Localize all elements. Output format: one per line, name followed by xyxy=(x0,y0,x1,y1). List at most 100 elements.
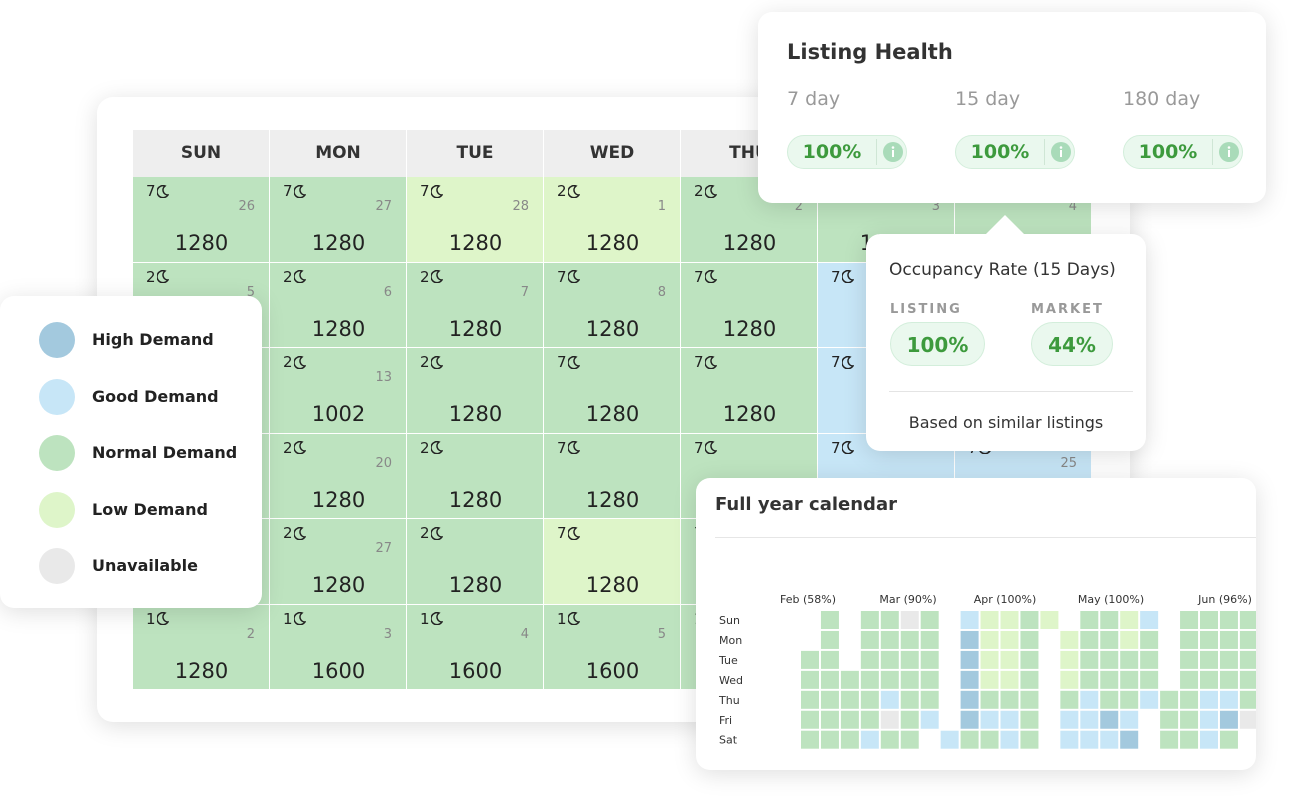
nights-count: 2 xyxy=(420,353,430,371)
nights-count: 2 xyxy=(420,438,430,457)
heatmap-cell xyxy=(1140,670,1159,689)
heatmap-cell xyxy=(940,730,959,749)
heatmap-cell xyxy=(960,670,979,689)
nights: 7 xyxy=(831,268,854,286)
heatmap-cell xyxy=(1160,690,1179,709)
date: 4 xyxy=(520,626,529,642)
month-label: Jun (96%) xyxy=(1197,593,1252,606)
heatmap-cell xyxy=(1020,611,1039,629)
heatmap-cell xyxy=(860,611,879,629)
listing-health-card: Listing Health 7 day 100% 15 day 100% 180 da… xyxy=(758,12,1266,203)
metric-value: 44% xyxy=(1048,333,1096,357)
legend-swatch xyxy=(39,378,75,415)
month-label: May (100%) xyxy=(1078,593,1144,606)
date: 3 xyxy=(931,199,940,214)
heatmap-cell xyxy=(980,650,999,669)
nights-count: 7 xyxy=(831,267,841,286)
heatmap-cell xyxy=(1120,611,1139,629)
date: 5 xyxy=(246,284,255,300)
heatmap-cell xyxy=(1219,650,1238,669)
nights-count: 2 xyxy=(283,438,293,457)
nights: 2 xyxy=(420,439,443,457)
price: 1280 xyxy=(448,487,503,512)
heatmap-cell xyxy=(1100,611,1119,629)
heatmap-cell xyxy=(1100,730,1119,749)
heatmap-cell xyxy=(1060,650,1079,669)
heatmap-cell xyxy=(1020,710,1039,729)
nights-count: 2 xyxy=(694,182,704,200)
heatmap-cell xyxy=(1080,630,1099,649)
heatmap-cell xyxy=(840,710,859,729)
heatmap-cell xyxy=(1200,690,1218,709)
heatmap-cell xyxy=(1219,710,1238,729)
heatmap-cell xyxy=(1000,650,1019,669)
date: 13 xyxy=(375,370,392,385)
day-cell: 7 1280 xyxy=(544,348,681,434)
heatmap-cell xyxy=(960,650,979,669)
popup-arrow xyxy=(985,215,1025,235)
legend-swatch xyxy=(39,435,75,471)
nights: 7 xyxy=(831,439,854,457)
heatmap-cell xyxy=(1219,690,1238,709)
day-cell: 7 1280 xyxy=(681,262,818,348)
weekday-header: WED xyxy=(544,130,681,177)
heatmap-cell xyxy=(980,710,999,729)
nights: 7 xyxy=(420,182,443,200)
heatmap-cell xyxy=(1180,611,1199,629)
period-label: 7 day xyxy=(787,88,841,110)
nights-count: 7 xyxy=(831,353,841,371)
heatmap-cell xyxy=(1140,650,1159,669)
weekday-label: Wed xyxy=(719,674,743,687)
price: 1600 xyxy=(448,658,503,683)
heatmap-cell xyxy=(820,710,839,729)
heatmap-cell xyxy=(980,690,999,709)
heatmap-cell xyxy=(1200,710,1218,729)
date: 2 xyxy=(246,626,255,642)
date: 2 xyxy=(794,199,803,214)
price: 1280 xyxy=(585,402,640,426)
heatmap-cell xyxy=(1020,650,1039,669)
heatmap-cell xyxy=(1200,730,1218,749)
separator xyxy=(1044,139,1045,165)
nights-count: 2 xyxy=(420,524,430,542)
day-cell: 7 27 1280 xyxy=(270,177,407,263)
heatmap-cell xyxy=(820,690,839,709)
legend-label: Unavailable xyxy=(92,556,198,575)
day-cell: 2 27 1280 xyxy=(270,519,407,605)
nights: 7 xyxy=(831,353,854,371)
nights-count: 1 xyxy=(420,609,430,628)
value: 100% xyxy=(970,141,1030,163)
heatmap-cell xyxy=(1060,690,1079,709)
heatmap-cell xyxy=(1120,630,1139,649)
heatmap-cell xyxy=(801,670,819,689)
heatmap-cell xyxy=(1200,670,1218,689)
legend-swatch xyxy=(39,548,75,584)
date: 26 xyxy=(238,199,255,214)
heatmap-cell xyxy=(1219,670,1238,689)
heatmap-cell xyxy=(920,710,939,729)
heatmap-cell xyxy=(920,630,939,649)
heatmap-cell xyxy=(1080,670,1099,689)
heatmap-cell xyxy=(1239,630,1256,649)
price: 1280 xyxy=(722,402,777,426)
nights: 7 xyxy=(557,353,580,371)
price: 1280 xyxy=(585,573,640,597)
date: 7 xyxy=(520,284,529,300)
date: 27 xyxy=(375,541,392,556)
month-label: Apr (100%) xyxy=(974,593,1037,606)
legend-label: High Demand xyxy=(92,330,214,349)
heatmap-cell xyxy=(1140,690,1159,709)
heatmap-cell xyxy=(1180,730,1199,749)
heatmap-cell xyxy=(1120,650,1139,669)
nights: 1 xyxy=(557,610,580,628)
price: 1280 xyxy=(448,316,503,341)
heatmap-cell xyxy=(801,710,819,729)
day-cell: 7 8 1280 xyxy=(544,262,681,348)
heatmap-cell xyxy=(820,611,839,629)
nights-count: 7 xyxy=(420,182,430,200)
day-cell: 7 1280 xyxy=(681,348,818,434)
heatmap-cell xyxy=(1219,611,1238,629)
nights: 2 xyxy=(283,268,306,286)
divider xyxy=(889,391,1133,392)
separator xyxy=(876,139,877,165)
